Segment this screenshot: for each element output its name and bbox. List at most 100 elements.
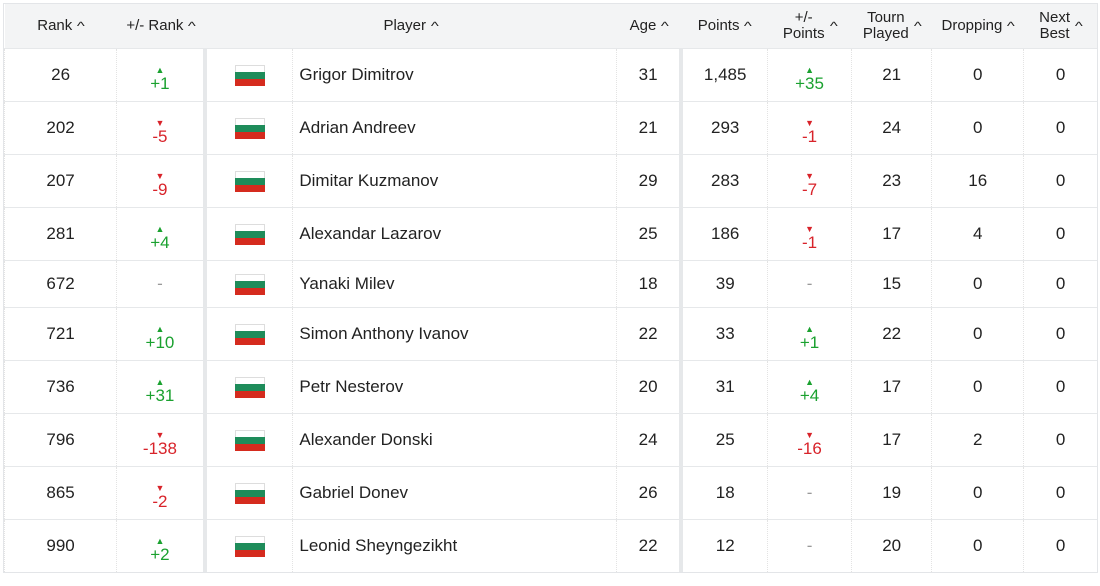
dropping-cell: 0	[931, 48, 1024, 102]
change-value: +35	[795, 73, 824, 93]
change-value: -1	[801, 232, 818, 252]
change-value: -5	[152, 126, 168, 146]
sort-points[interactable]: Points ^	[681, 4, 768, 49]
age-cell: 31	[615, 48, 682, 102]
rank-change-cell: ▲ +31	[116, 360, 205, 414]
table-row[interactable]: 672 - Yanaki Milev 18 39 - 15 0 0	[3, 260, 1097, 308]
flag-cell	[202, 101, 293, 155]
next-best-cell: 0	[1023, 260, 1097, 308]
rank-cell: 796	[3, 413, 117, 467]
points-change-cell: -	[766, 466, 852, 520]
dropping-cell: 0	[931, 260, 1024, 308]
points-cell: 25	[679, 413, 768, 467]
sort-caret-icon: ^	[829, 19, 838, 33]
table-row[interactable]: 721 ▲ +10 Simon Anthony Ivanov 22 33 ▲ +1 …	[3, 307, 1097, 361]
sort-points-change[interactable]: +/- Points ^	[767, 4, 852, 49]
flag-cell	[202, 260, 293, 308]
no-change-dash: -	[806, 536, 813, 555]
age-cell: 25	[615, 207, 682, 261]
points-change-cell: ▼ -7	[766, 154, 852, 208]
table-row[interactable]: 990 ▲ +2 Leonid Sheyngezikht 22 12 - 20 0…	[3, 519, 1097, 572]
triangle-up-icon: ▲	[155, 376, 165, 387]
change-value: +10	[145, 332, 175, 352]
age-cell: 26	[615, 466, 682, 520]
rank-cell: 207	[3, 154, 117, 208]
player-name-link[interactable]: Yanaki Milev	[292, 260, 617, 308]
table-row[interactable]: 281 ▲ +4 Alexandar Lazarov 25 186 ▼ -1 17 …	[3, 207, 1097, 261]
sort-rank[interactable]: Rank ^	[4, 4, 117, 49]
dropping-cell: 0	[931, 466, 1024, 520]
dropping-cell: 0	[931, 307, 1024, 361]
tourn-played-cell: 17	[851, 360, 932, 414]
tourn-played-cell: 21	[851, 48, 932, 102]
flag-cell	[202, 207, 293, 261]
rank-change-cell: ▲ +4	[116, 207, 205, 261]
table-row[interactable]: 202 ▼ -5 Adrian Andreev 21 293 ▼ -1 24 0 0	[3, 101, 1097, 155]
player-name-link[interactable]: Alexander Donski	[292, 413, 617, 467]
player-name-link[interactable]: Adrian Andreev	[292, 101, 617, 155]
triangle-up-icon: ▲	[805, 64, 815, 75]
player-name-link[interactable]: Petr Nesterov	[292, 360, 617, 414]
flag-cell	[202, 413, 293, 467]
next-best-cell: 0	[1023, 207, 1097, 261]
bulgaria-flag-icon	[234, 323, 265, 345]
sort-rank-change[interactable]: +/- Rank ^	[116, 4, 205, 49]
table-row[interactable]: 736 ▲ +31 Petr Nesterov 20 31 ▲ +4 17 0 0	[3, 360, 1097, 414]
player-name-link[interactable]: Alexandar Lazarov	[292, 207, 617, 261]
rank-change-cell: ▼ -5	[116, 101, 205, 155]
next-best-cell: 0	[1023, 101, 1097, 155]
change-value: +1	[799, 332, 820, 352]
rank-cell: 26	[3, 48, 117, 102]
age-cell: 22	[615, 307, 682, 361]
table-row[interactable]: 207 ▼ -9 Dimitar Kuzmanov 29 283 ▼ -7 23 1…	[3, 154, 1097, 208]
player-name-link[interactable]: Simon Anthony Ivanov	[292, 307, 617, 361]
bulgaria-flag-icon	[234, 429, 265, 451]
points-change-cell: ▼ -16	[766, 413, 852, 467]
player-name-link[interactable]: Gabriel Donev	[292, 466, 617, 520]
sort-caret-icon: ^	[1007, 19, 1016, 34]
change-value: -9	[152, 179, 168, 199]
bulgaria-flag-icon	[234, 482, 265, 504]
rank-change-cell: ▲ +10	[116, 307, 205, 361]
flag-cell	[202, 48, 293, 102]
tourn-played-cell: 17	[851, 207, 932, 261]
triangle-down-icon: ▼	[155, 117, 165, 128]
player-name-link[interactable]: Grigor Dimitrov	[292, 48, 617, 102]
points-cell: 33	[679, 307, 768, 361]
tourn-played-cell: 22	[851, 307, 932, 361]
bulgaria-flag-icon	[234, 117, 265, 139]
sort-tourn-played[interactable]: Tourn Played ^	[851, 4, 932, 49]
table-row[interactable]: 796 ▼ -138 Alexander Donski 24 25 ▼ -16 17…	[3, 413, 1097, 467]
table-row[interactable]: 865 ▼ -2 Gabriel Donev 26 18 - 19 0 0	[3, 466, 1097, 520]
change-value: +4	[150, 232, 170, 252]
sort-caret-icon: ^	[744, 19, 753, 34]
sort-dropping[interactable]: Dropping ^	[931, 4, 1024, 49]
rank-cell: 281	[3, 207, 117, 261]
tourn-played-cell: 20	[851, 519, 932, 572]
rank-cell: 672	[3, 260, 117, 308]
sort-age[interactable]: Age ^	[616, 4, 682, 49]
change-value: +1	[150, 73, 170, 93]
bulgaria-flag-icon	[234, 535, 265, 557]
next-best-cell: 0	[1023, 48, 1097, 102]
sort-caret-icon: ^	[188, 19, 197, 34]
sort-player[interactable]: Player ^	[204, 4, 617, 49]
sort-caret-icon: ^	[661, 19, 670, 34]
triangle-up-icon: ▲	[805, 323, 815, 334]
flag-cell	[202, 307, 293, 361]
sort-next-best[interactable]: Next Best ^	[1023, 4, 1097, 49]
age-cell: 20	[615, 360, 682, 414]
sort-caret-icon: ^	[913, 19, 922, 33]
points-cell: 31	[679, 360, 768, 414]
player-name-link[interactable]: Dimitar Kuzmanov	[292, 154, 617, 208]
rank-change-cell: ▼ -9	[116, 154, 205, 208]
rank-cell: 202	[3, 101, 117, 155]
player-name-link[interactable]: Leonid Sheyngezikht	[292, 519, 617, 572]
table-row[interactable]: 26 ▲ +1 Grigor Dimitrov 31 1,485 ▲ +35 21 …	[3, 48, 1097, 102]
points-change-cell: ▲ +1	[766, 307, 852, 361]
points-change-cell: ▲ +4	[766, 360, 852, 414]
rank-change-cell: ▼ -2	[116, 466, 205, 520]
rank-change-cell: ▲ +1	[116, 48, 205, 102]
tourn-played-cell: 19	[851, 466, 932, 520]
tourn-played-cell: 15	[851, 260, 932, 308]
